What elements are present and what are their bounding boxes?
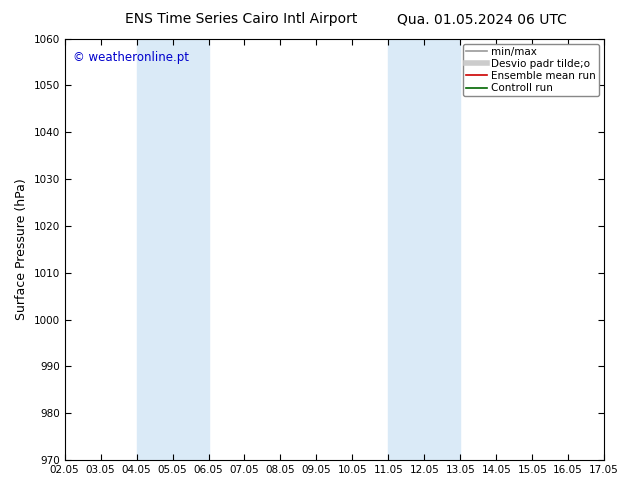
Y-axis label: Surface Pressure (hPa): Surface Pressure (hPa) <box>15 178 28 320</box>
Text: ENS Time Series Cairo Intl Airport: ENS Time Series Cairo Intl Airport <box>125 12 357 26</box>
Text: © weatheronline.pt: © weatheronline.pt <box>73 51 189 64</box>
Text: Qua. 01.05.2024 06 UTC: Qua. 01.05.2024 06 UTC <box>397 12 567 26</box>
Bar <box>389 39 460 460</box>
Bar <box>136 39 209 460</box>
Legend: min/max, Desvio padr tilde;o, Ensemble mean run, Controll run: min/max, Desvio padr tilde;o, Ensemble m… <box>463 44 599 97</box>
